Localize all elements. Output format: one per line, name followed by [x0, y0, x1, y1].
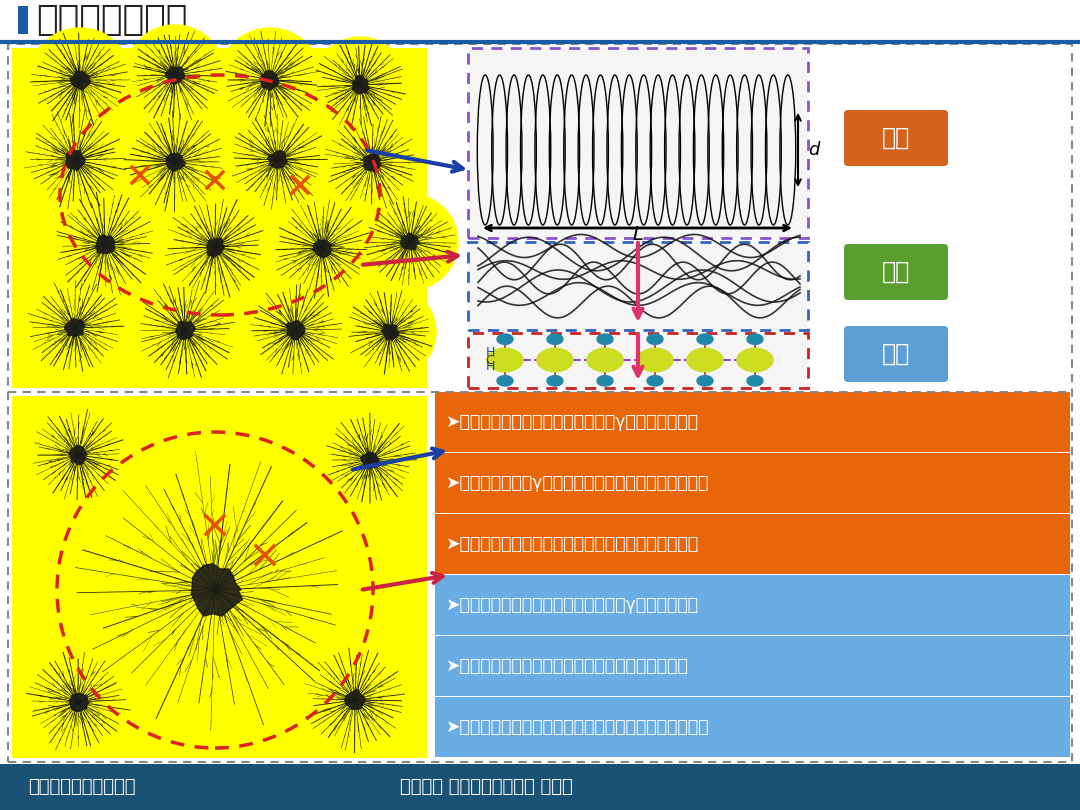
Circle shape — [218, 28, 322, 132]
Ellipse shape — [497, 334, 513, 344]
Polygon shape — [207, 238, 225, 258]
FancyBboxPatch shape — [0, 0, 1080, 40]
Ellipse shape — [697, 334, 713, 344]
Circle shape — [122, 109, 228, 215]
Ellipse shape — [597, 376, 613, 386]
Circle shape — [132, 277, 238, 383]
Polygon shape — [66, 151, 85, 170]
Text: ➤分子链自由空间大，氧气易于扩散，γ射线易破坏。: ➤分子链自由空间大，氧气易于扩散，γ射线易破坏。 — [445, 596, 698, 614]
FancyBboxPatch shape — [435, 514, 1070, 574]
Text: 线性: 线性 — [882, 342, 910, 366]
Text: 实验结果与讨论: 实验结果与讨论 — [36, 3, 187, 37]
Polygon shape — [363, 154, 380, 172]
FancyBboxPatch shape — [8, 44, 1072, 762]
Text: 天津大学 高电压与绝缘技术 实验室: 天津大学 高电压与绝缘技术 实验室 — [400, 778, 572, 796]
Circle shape — [67, 442, 363, 738]
Ellipse shape — [697, 376, 713, 386]
Ellipse shape — [487, 348, 523, 372]
Text: L: L — [633, 225, 644, 245]
Circle shape — [23, 647, 133, 757]
Circle shape — [161, 193, 269, 301]
Polygon shape — [401, 233, 419, 249]
Circle shape — [320, 410, 420, 510]
Circle shape — [345, 286, 436, 378]
FancyBboxPatch shape — [12, 396, 427, 758]
Circle shape — [312, 37, 408, 133]
Circle shape — [300, 645, 410, 755]
Polygon shape — [166, 153, 186, 172]
Text: 片晶: 片晶 — [882, 126, 910, 150]
FancyBboxPatch shape — [18, 6, 28, 34]
Ellipse shape — [747, 334, 762, 344]
Ellipse shape — [546, 334, 563, 344]
FancyBboxPatch shape — [12, 48, 427, 388]
Ellipse shape — [597, 334, 613, 344]
FancyBboxPatch shape — [435, 697, 1070, 757]
Polygon shape — [165, 66, 185, 84]
Polygon shape — [352, 75, 369, 94]
Polygon shape — [191, 564, 242, 616]
FancyBboxPatch shape — [435, 453, 1070, 513]
Polygon shape — [361, 452, 379, 469]
Ellipse shape — [637, 348, 673, 372]
Text: d: d — [808, 141, 820, 159]
Text: ➤非晶区内产生大量的烷基自由基，发生交联反应。: ➤非晶区内产生大量的烷基自由基，发生交联反应。 — [445, 657, 688, 675]
Text: 《电工技术学报》发布: 《电工技术学报》发布 — [28, 778, 135, 796]
Circle shape — [362, 194, 458, 290]
Ellipse shape — [647, 334, 663, 344]
FancyBboxPatch shape — [843, 326, 948, 382]
Circle shape — [28, 28, 132, 132]
Ellipse shape — [497, 376, 513, 386]
Circle shape — [21, 106, 129, 214]
FancyBboxPatch shape — [468, 242, 808, 330]
Polygon shape — [96, 235, 114, 254]
Circle shape — [28, 405, 129, 505]
FancyBboxPatch shape — [468, 48, 808, 238]
Text: H: H — [485, 347, 495, 360]
Polygon shape — [260, 70, 279, 90]
Ellipse shape — [647, 376, 663, 386]
Text: H: H — [485, 360, 495, 373]
Ellipse shape — [747, 376, 762, 386]
Circle shape — [125, 25, 225, 125]
Polygon shape — [69, 693, 89, 711]
FancyBboxPatch shape — [435, 575, 1070, 635]
Ellipse shape — [687, 348, 723, 372]
Ellipse shape — [546, 376, 563, 386]
Polygon shape — [381, 324, 399, 340]
Polygon shape — [69, 446, 87, 464]
Circle shape — [23, 276, 127, 380]
Ellipse shape — [537, 348, 573, 372]
Circle shape — [322, 112, 422, 212]
Text: C: C — [486, 353, 495, 366]
Circle shape — [50, 190, 160, 300]
Circle shape — [270, 196, 374, 300]
Polygon shape — [346, 689, 366, 710]
Circle shape — [226, 108, 330, 212]
Polygon shape — [70, 71, 90, 90]
Ellipse shape — [737, 348, 773, 372]
Polygon shape — [268, 151, 287, 168]
Text: ➤球晶内部不发生氧化或交联反应，边界处可能氧化。: ➤球晶内部不发生氧化或交联反应，边界处可能氧化。 — [445, 535, 698, 553]
Ellipse shape — [588, 348, 623, 372]
Text: ➤非晶区内氧气可充分渗入，发生氧化反应，产生气体。: ➤非晶区内氧气可充分渗入，发生氧化反应，产生气体。 — [445, 718, 708, 736]
Text: ➤结晶区结构致密，氧气不易扩散，γ射线不易破坏。: ➤结晶区结构致密，氧气不易扩散，γ射线不易破坏。 — [445, 413, 698, 431]
Text: ➤球晶的边缘处，γ线可能导致断键，形成小分子产物。: ➤球晶的边缘处，γ线可能导致断键，形成小分子产物。 — [445, 474, 708, 492]
Polygon shape — [286, 321, 305, 340]
FancyBboxPatch shape — [843, 244, 948, 300]
FancyBboxPatch shape — [0, 764, 1080, 810]
Polygon shape — [65, 318, 84, 336]
FancyBboxPatch shape — [843, 110, 948, 166]
FancyBboxPatch shape — [435, 392, 1070, 452]
Polygon shape — [176, 322, 194, 339]
FancyBboxPatch shape — [435, 636, 1070, 696]
Circle shape — [245, 280, 345, 380]
Text: 无序: 无序 — [882, 260, 910, 284]
FancyBboxPatch shape — [468, 333, 808, 388]
Polygon shape — [312, 240, 332, 258]
